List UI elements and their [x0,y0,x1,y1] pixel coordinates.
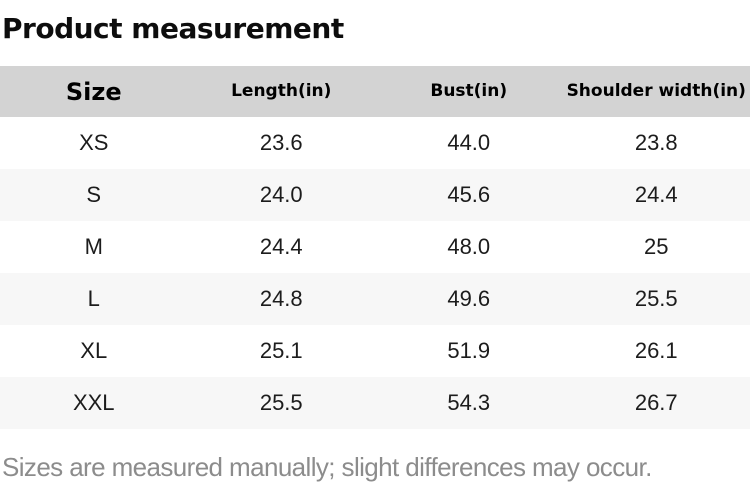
column-header-length: Length(in) [231,81,332,101]
cell-shoulder-width: 26.1 [634,338,678,363]
table-body: XS 23.6 44.0 23.8 S 24.0 45.6 24.4 M 24.4 48.0 25 L 2… [0,117,750,429]
cell-size: XS [79,130,109,155]
cell-bust: 51.9 [447,338,491,363]
cell-shoulder-width: 23.8 [634,130,678,155]
cell-shoulder-width: 24.4 [634,182,678,207]
cell-size: XXL [72,390,115,415]
table-header-row: Size Length(in) Bust(in) Shoulder width(… [0,66,750,117]
cell-length: 23.6 [259,130,303,155]
cell-size: S [86,182,102,207]
table-row: M 24.4 48.0 25 [0,221,750,273]
cell-bust: 54.3 [447,390,491,415]
column-header-bust: Bust(in) [430,81,508,101]
measurement-disclaimer: Sizes are measured manually; slight diff… [2,452,652,482]
cell-length: 24.0 [259,182,303,207]
cell-size: L [87,286,100,311]
cell-length: 25.1 [259,338,303,363]
column-header-size: Size [65,77,122,106]
cell-length: 25.5 [259,390,303,415]
measurement-table: Size Length(in) Bust(in) Shoulder width(… [0,66,750,429]
cell-shoulder-width: 26.7 [634,390,678,415]
cell-size: XL [80,338,108,363]
cell-shoulder-width: 25.5 [634,286,678,311]
cell-bust: 44.0 [447,130,491,155]
cell-bust: 48.0 [447,234,491,259]
cell-bust: 45.6 [447,182,491,207]
cell-bust: 49.6 [447,286,491,311]
table-row: S 24.0 45.6 24.4 [0,169,750,221]
cell-length: 24.4 [259,234,303,259]
table-row: L 24.8 49.6 25.5 [0,273,750,325]
cell-size: M [84,234,103,259]
table-row: XS 23.6 44.0 23.8 [0,117,750,169]
page-title: Product measurement [2,12,344,45]
cell-length: 24.8 [259,286,303,311]
table-row: XXL 25.5 54.3 26.7 [0,377,750,429]
table-row: XL 25.1 51.9 26.1 [0,325,750,377]
column-header-shoulder-width: Shoulder width(in) [566,81,746,101]
cell-shoulder-width: 25 [644,234,669,259]
